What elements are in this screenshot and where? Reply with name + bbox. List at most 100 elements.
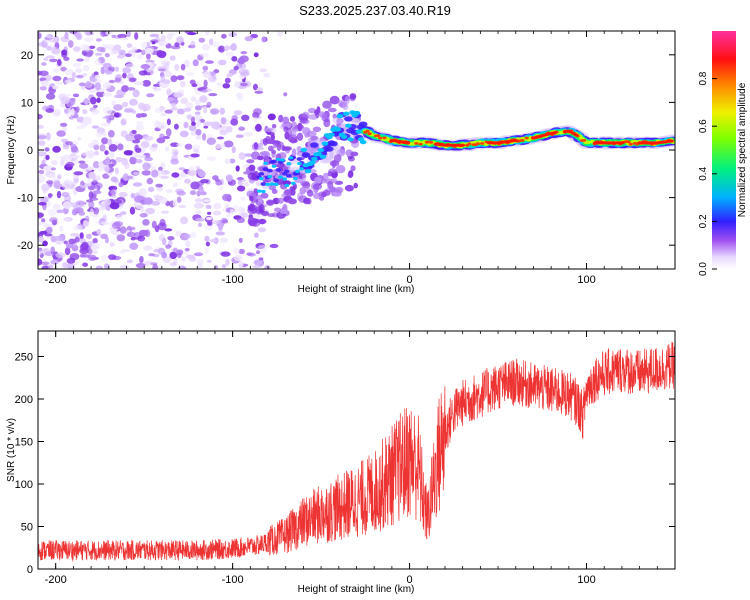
heatmap-noise-cell	[214, 178, 221, 182]
heatmap-noise-cell	[176, 108, 185, 115]
heatmap-noise-cell	[225, 51, 235, 57]
heatmap-noise-cell	[74, 207, 84, 213]
heatmap-noise-cell	[108, 66, 115, 71]
heatmap-noise-cell	[89, 88, 97, 93]
heatmap-noise-cell	[203, 199, 211, 203]
heatmap-transition-cell	[322, 190, 331, 196]
heatmap-noise-cell	[240, 212, 249, 219]
heatmap-noise-cell	[194, 105, 202, 111]
heatmap-noise-cell	[131, 150, 139, 159]
heatmap-noise-cell	[127, 175, 133, 180]
heatmap-transition-cell	[349, 93, 357, 100]
colorbar-tick-label: 0.2	[698, 214, 709, 228]
heatmap-noise-cell	[152, 86, 157, 90]
heatmap-noise-cell	[269, 243, 279, 249]
heatmap-noise-cell	[76, 125, 85, 129]
heatmap-noise-cell	[158, 196, 168, 204]
heatmap-noise-cell	[167, 96, 174, 102]
heatmap-noise-cell	[104, 198, 111, 206]
heatmap-noise-cell	[94, 52, 103, 56]
heatmap-signal-cell	[329, 141, 338, 147]
heatmap-transition-cell	[297, 122, 303, 132]
heatmap-signal-cell	[317, 148, 325, 153]
heatmap-noise-cell	[191, 83, 198, 87]
heatmap-signal-cell	[467, 142, 472, 146]
heatmap-noise-cell	[190, 96, 197, 102]
heatmap-noise-cell	[119, 226, 127, 234]
heatmap-noise-cell	[201, 44, 210, 51]
heatmap-noise-cell	[64, 247, 71, 256]
heatmap-noise-cell	[48, 193, 52, 199]
heatmap-noise-cell	[119, 250, 125, 255]
heatmap-noise-cell	[181, 256, 186, 262]
heatmap-noise-cell	[38, 140, 46, 146]
heatmap-noise-cell	[154, 107, 165, 114]
heatmap-signal-cell	[359, 140, 367, 145]
heatmap-noise-cell	[236, 217, 245, 224]
heatmap-noise-cell	[117, 143, 124, 151]
spectrogram-heatmap	[38, 31, 675, 269]
heatmap-noise-cell	[197, 262, 203, 269]
heatmap-transition-cell	[296, 146, 302, 153]
heatmap-noise-cell	[92, 250, 98, 255]
heatmap-noise-cell	[165, 189, 173, 193]
heatmap-transition-cell	[283, 126, 289, 133]
heatmap-noise-cell	[103, 263, 110, 269]
heatmap-noise-cell	[147, 186, 155, 193]
spectrogram-y-tick-label: -10	[17, 193, 33, 205]
heatmap-noise-cell	[108, 163, 115, 168]
heatmap-transition-cell	[332, 177, 337, 183]
heatmap-noise-cell	[169, 251, 178, 259]
heatmap-noise-cell	[146, 93, 155, 98]
heatmap-noise-cell	[240, 51, 248, 55]
heatmap-noise-cell	[82, 219, 89, 228]
heatmap-noise-cell	[218, 223, 223, 231]
heatmap-noise-cell	[138, 188, 147, 196]
heatmap-noise-cell	[64, 31, 69, 40]
heatmap-noise-cell	[99, 144, 106, 152]
heatmap-noise-cell	[218, 59, 227, 66]
heatmap-noise-cell	[235, 165, 240, 172]
heatmap-noise-cell	[61, 191, 70, 198]
heatmap-noise-cell	[176, 36, 185, 44]
heatmap-noise-cell	[102, 82, 111, 89]
heatmap-signal-cell	[418, 142, 423, 146]
heatmap-signal-cell	[286, 174, 292, 178]
heatmap-noise-cell	[84, 37, 94, 42]
heatmap-noise-cell	[185, 72, 195, 76]
snr-y-axis-label: SNR (10 * v/v)	[6, 418, 17, 482]
heatmap-transition-cell	[281, 145, 286, 152]
heatmap-noise-cell	[149, 33, 160, 38]
heatmap-noise-cell	[52, 85, 59, 90]
heatmap-signal-cell	[278, 175, 283, 179]
heatmap-noise-cell	[263, 72, 271, 78]
chart-title: S233.2025.237.03.40.R19	[299, 3, 451, 18]
heatmap-noise-cell	[82, 64, 90, 72]
heatmap-noise-cell	[170, 45, 181, 50]
heatmap-noise-cell	[253, 52, 259, 58]
heatmap-noise-cell	[180, 216, 189, 225]
heatmap-noise-cell	[82, 109, 88, 115]
heatmap-noise-cell	[41, 159, 46, 167]
heatmap-noise-cell	[114, 167, 119, 175]
heatmap-noise-cell	[96, 228, 102, 235]
heatmap-noise-cell	[55, 252, 66, 259]
heatmap-noise-cell	[254, 232, 259, 238]
heatmap-noise-cell	[170, 158, 179, 165]
heatmap-noise-cell	[74, 158, 78, 165]
heatmap-noise-cell	[267, 113, 276, 121]
heatmap-noise-cell	[195, 217, 205, 222]
heatmap-signal-cell	[315, 151, 322, 157]
heatmap-noise-cell	[80, 43, 90, 51]
heatmap-noise-cell	[215, 231, 226, 236]
heatmap-transition-cell	[253, 142, 259, 150]
heatmap-noise-cell	[49, 58, 58, 63]
heatmap-noise-cell	[240, 196, 246, 201]
heatmap-noise-cell	[63, 240, 68, 245]
heatmap-noise-cell	[96, 97, 101, 103]
heatmap-noise-cell	[57, 174, 62, 180]
heatmap-noise-cell	[94, 82, 101, 91]
heatmap-transition-cell	[350, 165, 356, 172]
heatmap-noise-cell	[65, 141, 73, 146]
heatmap-noise-cell	[119, 264, 129, 269]
